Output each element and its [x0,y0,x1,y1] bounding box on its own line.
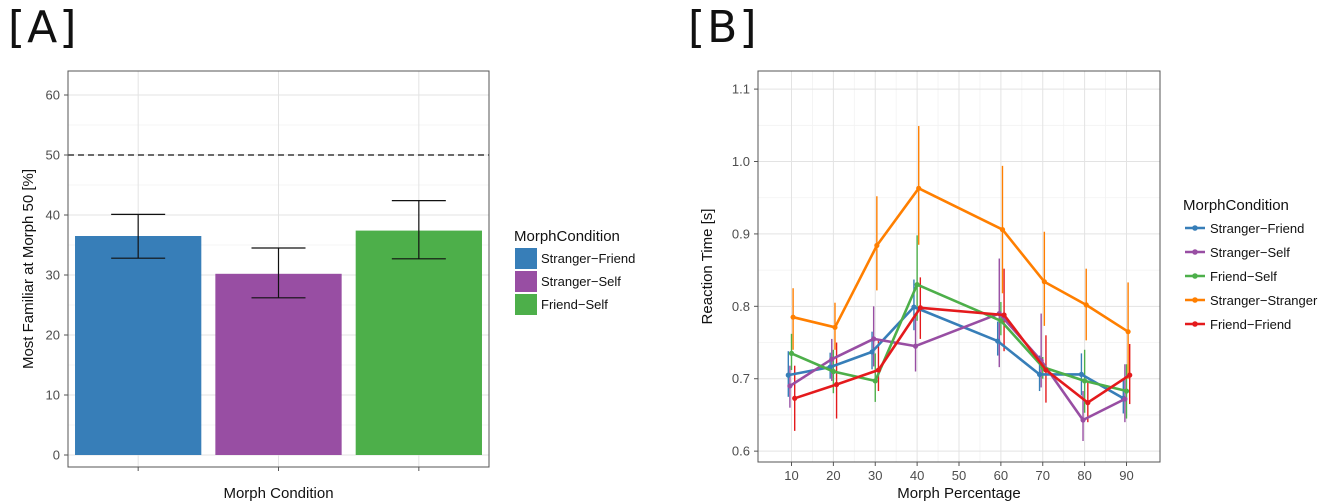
legend-label: Stranger−Friend [541,251,635,266]
bar [75,236,202,455]
bar [355,230,482,455]
series-line [792,187,1129,333]
series-line [789,312,1126,422]
legend-title: MorphCondition [514,228,620,245]
y-tick-label: 50 [46,148,60,163]
y-tick-label: 20 [46,328,60,343]
series-line [794,306,1131,404]
data-point [995,338,1001,344]
data-point [832,324,838,330]
legend-swatch [515,294,537,315]
legend-label: Stranger−Friend [1210,221,1304,236]
panel-b-label: [B] [688,2,759,53]
data-point [785,372,791,378]
data-point [1001,312,1007,318]
y-tick-label: 1.0 [732,154,750,169]
data-point [869,349,875,355]
data-point [830,368,836,375]
data-point [874,242,880,249]
x-tick-label: 60 [994,468,1008,483]
x-tick-label: 40 [910,468,924,483]
legend-label: Friend−Friend [1210,317,1291,332]
data-point [917,305,923,311]
x-tick-label: 70 [1036,468,1050,483]
data-point [1085,400,1091,406]
data-point [1082,378,1088,384]
data-point [916,185,922,191]
y-tick-label: 0 [53,448,60,463]
legend-point [1192,297,1198,303]
y-tick-label: 0.7 [732,371,750,386]
data-point [1080,417,1086,423]
data-point [1122,396,1128,402]
panel-a-label: [A] [8,2,79,53]
data-point [833,381,840,388]
data-point [1123,388,1130,394]
y-tick-label: 30 [46,268,60,283]
data-point [912,343,919,349]
x-axis-label: Morph Condition [223,485,333,502]
x-tick-label: 80 [1077,468,1091,483]
x-tick-label: 50 [952,468,966,483]
data-point [911,304,917,310]
bar [215,273,342,455]
y-axis-label: Reaction Time [s] [699,209,716,325]
legend-label: Friend−Self [1210,269,1277,284]
y-tick-label: 40 [46,208,60,223]
data-point [1041,279,1047,285]
series-line [788,305,1124,400]
y-tick-label: 0.6 [732,444,750,459]
data-point [790,314,796,320]
legend-point [1192,321,1198,327]
x-tick-label: 90 [1119,468,1133,483]
data-point [787,383,793,389]
y-tick-label: 10 [46,388,60,403]
data-point [871,336,877,342]
data-point [998,318,1004,324]
panel-b-line-chart: 0.6 0.7 0.8 0.9 1.0 1.1 10 20 30 40 50 60 70 80 90 Morp… [699,70,1318,502]
y-axis-label: Most Familiar at Morph 50 [%] [20,169,37,369]
data-point [1036,371,1043,377]
legend-label: Stranger−Self [1210,245,1290,260]
y-tick-label: 0.8 [732,299,750,314]
legend-label: Stranger−Self [541,274,621,289]
y-tick-label: 1.1 [732,82,750,97]
y-tick-label: 0.9 [732,226,750,241]
data-point [1127,372,1133,378]
legend-swatch [515,271,537,292]
data-point [872,378,878,384]
y-tick-label: 60 [46,88,60,103]
data-point [1125,329,1131,335]
legend-label: Stranger−Stranger [1210,293,1318,308]
data-point [792,395,798,401]
legend-point [1192,249,1198,255]
x-tick-label: 20 [826,468,840,483]
data-point [1078,371,1085,377]
legend-title: MorphCondition [1183,197,1289,214]
legend-point [1192,225,1198,231]
x-axis-label: Morph Percentage [897,485,1020,502]
legend-swatch [515,248,537,269]
legend-label: Friend−Self [541,297,608,312]
x-tick-label: 30 [868,468,882,483]
legend-point [1192,273,1198,279]
data-point [999,226,1006,233]
data-point [914,282,920,288]
data-point [788,350,795,356]
data-point [829,356,835,362]
x-tick-label: 10 [784,468,798,483]
data-point [875,367,882,373]
data-point [1083,302,1089,308]
series-line [790,283,1127,393]
panel-a-bar-chart: 0 10 20 30 40 50 60 Morph Condition Most Familia… [20,70,635,502]
data-point [1043,367,1049,373]
